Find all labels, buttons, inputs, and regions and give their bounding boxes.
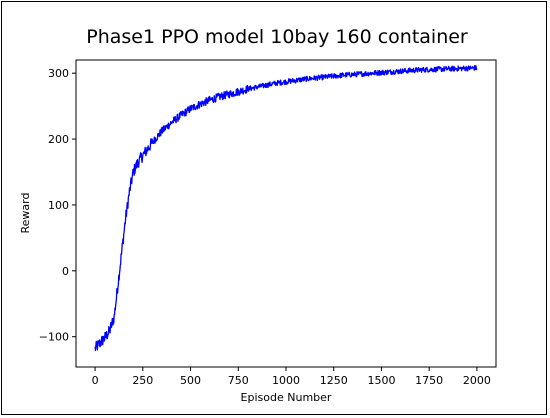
x-tick-label: 1500 bbox=[367, 374, 395, 387]
x-axis-label: Episode Number bbox=[241, 391, 332, 404]
y-tick-label: 200 bbox=[48, 133, 69, 146]
y-tick-label: 0 bbox=[62, 265, 69, 278]
y-tick-label: 300 bbox=[48, 67, 69, 80]
x-tick-label: 1000 bbox=[272, 374, 300, 387]
y-tick-label: −100 bbox=[39, 331, 69, 344]
axes-frame bbox=[75, 59, 497, 368]
plot-area bbox=[94, 64, 478, 352]
x-tick-label: 500 bbox=[180, 374, 201, 387]
x-axis: 0 250 500 750 1000 1250 1500 1750 2000 bbox=[92, 367, 491, 387]
reward-series-line bbox=[94, 64, 478, 352]
x-tick-label: 2000 bbox=[463, 374, 491, 387]
x-tick-label: 250 bbox=[132, 374, 153, 387]
y-axis: −100 0 100 200 300 bbox=[39, 67, 76, 344]
y-axis-label: Reward bbox=[19, 193, 32, 234]
x-tick-label: 1750 bbox=[415, 374, 443, 387]
y-tick-label: 100 bbox=[48, 199, 69, 212]
x-tick-label: 0 bbox=[92, 374, 99, 387]
chart-title: Phase1 PPO model 10bay 160 container bbox=[86, 26, 468, 48]
x-tick-label: 750 bbox=[228, 374, 249, 387]
x-tick-label: 1250 bbox=[320, 374, 348, 387]
